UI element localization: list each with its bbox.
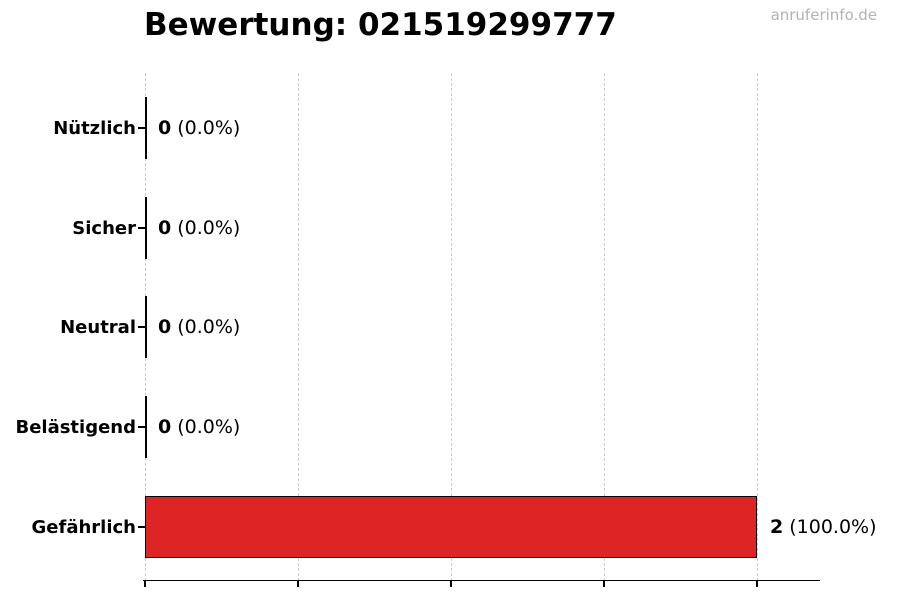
bar-gefaehrlich: [145, 496, 757, 558]
value-percent: (100.0%): [789, 516, 877, 538]
value-percent: (0.0%): [177, 416, 241, 438]
category-row-nuetzlich: Nützlich 0 (0.0%): [0, 78, 900, 178]
gridline: [298, 73, 299, 581]
category-label: Belästigend: [15, 416, 136, 438]
category-label: Sicher: [72, 217, 136, 239]
value-percent: (0.0%): [177, 117, 241, 139]
value-count: 0: [158, 316, 172, 338]
gridline: [451, 73, 452, 581]
bar-belaestigend: [145, 396, 147, 458]
x-axis-tick: [297, 581, 299, 587]
value-label: 0 (0.0%): [158, 78, 240, 178]
bar-neutral: [145, 296, 147, 358]
x-axis-tick: [756, 581, 758, 587]
value-label: 0 (0.0%): [158, 178, 240, 278]
y-axis-tick: [138, 426, 146, 428]
category-row-neutral: Neutral 0 (0.0%): [0, 277, 900, 377]
y-axis-tick: [138, 326, 146, 328]
gridline: [604, 73, 605, 581]
value-label: 0 (0.0%): [158, 377, 240, 477]
category-row-sicher: Sicher 0 (0.0%): [0, 178, 900, 278]
category-label: Gefährlich: [31, 516, 136, 538]
value-percent: (0.0%): [177, 316, 241, 338]
bar-sicher: [145, 197, 147, 259]
x-axis-tick: [450, 581, 452, 587]
value-label: 2 (100.0%): [770, 477, 877, 577]
gridline: [757, 73, 758, 581]
value-count: 0: [158, 217, 172, 239]
bar-nuetzlich: [145, 97, 147, 159]
category-row-belaestigend: Belästigend 0 (0.0%): [0, 377, 900, 477]
value-label: 0 (0.0%): [158, 277, 240, 377]
value-percent: (0.0%): [177, 217, 241, 239]
y-axis-tick: [138, 127, 146, 129]
category-label: Nützlich: [53, 117, 136, 139]
category-label: Neutral: [60, 316, 136, 338]
x-axis-tick: [144, 581, 146, 587]
x-axis-tick: [603, 581, 605, 587]
category-row-gefaehrlich: Gefährlich 2 (100.0%): [0, 477, 900, 577]
value-count: 2: [770, 516, 784, 538]
value-count: 0: [158, 416, 172, 438]
y-axis-tick: [138, 227, 146, 229]
page-title: Bewertung: 021519299777: [144, 7, 617, 43]
watermark: anruferinfo.de: [770, 6, 877, 24]
value-count: 0: [158, 117, 172, 139]
y-axis-tick: [138, 526, 146, 528]
x-axis-line: [143, 579, 820, 582]
